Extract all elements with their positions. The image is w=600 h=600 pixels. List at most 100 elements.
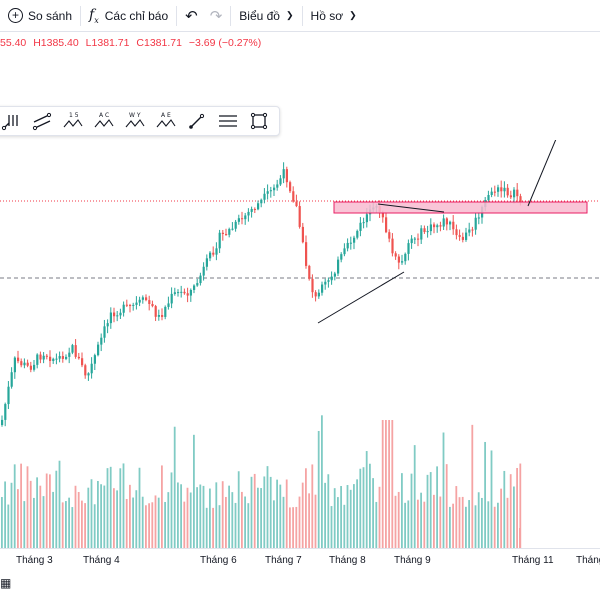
resistance-zone[interactable] [333,201,588,214]
volume-bar [314,494,317,548]
divider [230,5,232,26]
volume-bar [84,503,86,548]
candle-body [199,275,202,284]
volume-bar [250,476,253,548]
volume-bar [343,504,346,548]
brush-icon[interactable] [181,107,212,135]
volume-bar [516,467,518,548]
volume-bar [180,484,182,548]
volume-bar [209,488,211,548]
profile-menu-button[interactable]: Hồ sơ ❯ [303,0,365,32]
volume-bar [349,489,352,548]
calendar-range-icon[interactable]: ▦ [0,576,12,590]
volume-bar [263,476,266,548]
text-lines-icon[interactable] [212,107,243,135]
candle-body [189,289,192,296]
candle-body [340,254,343,260]
price-chart[interactable] [0,140,600,548]
volume-bar [477,492,480,548]
svg-text:A E: A E [161,112,171,119]
volume-bar [58,460,61,548]
volume-bar [353,484,355,548]
trendline-resistance[interactable] [377,203,445,213]
volume-bar [474,505,477,548]
candle-body [426,231,429,233]
volume-bar [61,502,64,548]
chevron-down-icon: ❯ [285,10,294,20]
time-axis-label: Tháng [576,555,600,566]
undo-redo-group: ↶ ↷ [177,0,230,32]
indicators-button[interactable]: fx Các chỉ báo [81,0,176,32]
volume-bar [145,505,147,548]
candle-body [71,345,74,353]
volume-bar [465,506,467,548]
volume-bar [337,497,339,548]
candle-body [266,191,269,194]
candle-body [407,243,410,254]
volume-bar [74,485,77,548]
volume-bar [445,464,448,548]
candle-body [97,344,100,356]
change-value: −3.69 (−0.27%) [188,37,262,49]
candle-body [487,195,490,201]
candle-body [10,372,13,387]
candle-body [20,361,23,366]
undo-icon[interactable]: ↶ [185,7,198,25]
volume-bar [500,488,502,548]
candle-body [404,253,407,262]
candle-body [161,315,164,317]
candle-body [61,356,64,359]
candle-body [257,203,260,210]
candle-body [234,221,237,229]
candle-body [381,212,384,218]
candle-body [452,221,455,230]
volume-bar [97,480,99,548]
volume-bar [151,502,154,548]
svg-text:1 5: 1 5 [69,112,79,119]
candle-body [301,226,304,243]
pattern-ae-icon[interactable]: A E [150,107,181,135]
candle-body [157,315,160,317]
volume-bar [205,507,208,548]
pattern-wy-icon[interactable]: W Y [119,107,150,135]
candle-body [458,235,461,237]
volume-bar [481,497,483,548]
redo-icon[interactable]: ↷ [209,7,223,25]
volume-bar [157,497,160,548]
volume-bar [356,479,358,548]
pattern-15-icon[interactable]: 1 5 [57,107,88,135]
volume-bar [266,466,269,548]
trendline-support[interactable] [317,271,405,324]
candle-body [410,238,413,244]
volume-bar [116,490,118,548]
candle-body [477,217,480,219]
parallel-channel-icon[interactable] [26,107,57,135]
candle-body [109,312,112,324]
volume-bar [202,485,205,548]
volume-bar [109,466,112,548]
chart-menu-button[interactable]: Biểu đồ ❯ [231,0,301,32]
candle-body [359,222,362,231]
chevron-down-icon: ❯ [349,10,357,20]
pattern-ac-icon[interactable]: A C [88,107,119,135]
volume-bar [375,501,378,548]
volume-bar [177,482,179,548]
volume-bar [39,485,42,548]
candle-body [269,190,272,192]
projection-arrow-line[interactable] [527,140,569,207]
pitchfork-icon[interactable] [0,107,26,135]
volume-bar [365,451,368,548]
volume-bar [327,474,330,548]
volume-bar [100,484,102,548]
candle-body [433,224,436,228]
compare-button[interactable]: + So sánh [0,0,80,32]
plus-circle-icon: + [8,8,23,23]
candle-body [39,354,42,360]
candle-body [65,356,68,359]
top-toolbar: + So sánh fx Các chỉ báo ↶ ↷ Biểu đồ ❯ H… [0,0,600,32]
time-axis[interactable]: Tháng 3 Tháng 4 Tháng 6 Tháng 7 Tháng 8 … [0,548,600,571]
rectangle-icon[interactable] [243,107,274,135]
high-value: H1385.40 [33,37,79,49]
candle-body [141,297,144,300]
candle-body [106,323,109,327]
